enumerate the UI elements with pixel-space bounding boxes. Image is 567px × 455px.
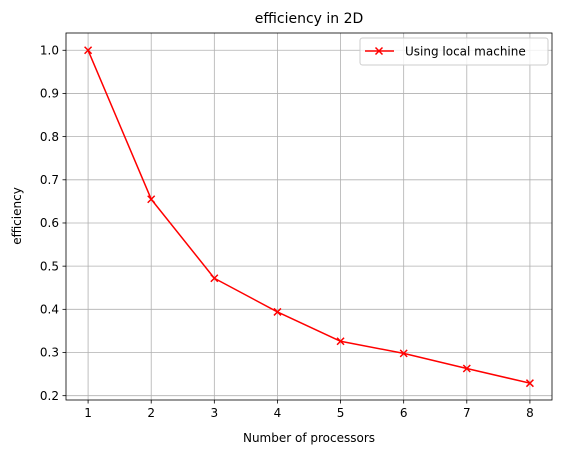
- data-point-marker: [525, 379, 534, 388]
- legend: Using local machine: [359, 37, 549, 66]
- data-point-marker: [84, 46, 93, 55]
- series-layer: [84, 46, 534, 388]
- series-line: [87, 49, 531, 384]
- x-axis: 1 2 3 4 5 6 7 8: [84, 400, 534, 420]
- data-point-marker: [336, 337, 345, 346]
- data-point-marker: [399, 349, 408, 358]
- data-point-marker: [147, 195, 156, 204]
- y-tick-label: 0.4: [40, 303, 59, 317]
- legend-box: [359, 37, 549, 66]
- y-tick-label: 0.7: [40, 173, 59, 187]
- y-axis-label: efficiency: [10, 187, 24, 245]
- x-tick-label: 3: [211, 406, 219, 420]
- y-axis: 0.2 0.3 0.4 0.5 0.6 0.7 0.8 0.9 1.0: [40, 43, 66, 403]
- x-tick-label: 7: [463, 406, 471, 420]
- x-tick-label: 8: [526, 406, 534, 420]
- x-tick-label: 2: [147, 406, 155, 420]
- data-point-marker: [462, 364, 471, 373]
- legend-marker: [374, 46, 384, 56]
- x-tick-label: 5: [337, 406, 345, 420]
- data-point-marker: [273, 307, 282, 316]
- x-tick-label: 1: [84, 406, 92, 420]
- y-tick-label: 1.0: [40, 43, 59, 57]
- data-point-marker: [210, 274, 219, 283]
- x-axis-label: Number of processors: [243, 431, 375, 445]
- grid-lines: [66, 33, 552, 400]
- legend-label: Using local machine: [405, 45, 526, 59]
- plot-frame: [65, 32, 553, 401]
- x-tick-label: 6: [400, 406, 408, 420]
- y-tick-label: 0.8: [40, 130, 59, 144]
- x-tick-label: 4: [274, 406, 282, 420]
- y-tick-label: 0.9: [40, 87, 59, 101]
- y-tick-label: 0.5: [40, 259, 59, 273]
- y-tick-label: 0.6: [40, 216, 59, 230]
- y-tick-label: 0.3: [40, 346, 59, 360]
- chart-title: efficiency in 2D: [255, 11, 364, 27]
- y-tick-label: 0.2: [40, 389, 59, 403]
